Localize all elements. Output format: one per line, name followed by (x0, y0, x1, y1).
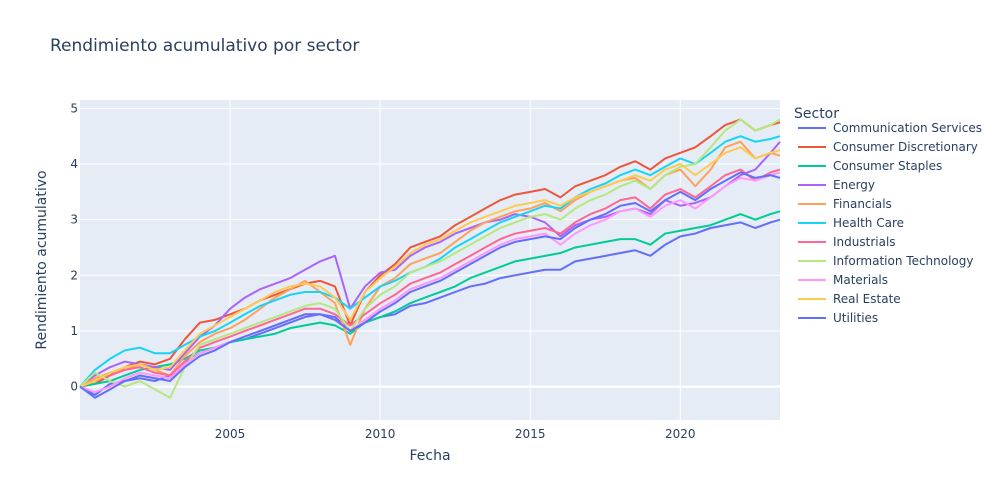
y-tick-label: 5 (70, 101, 78, 115)
x-axis-ticks: 2005 2010 2015 2020 (215, 427, 696, 441)
legend-item[interactable]: Financials (798, 197, 892, 211)
legend-item[interactable]: Utilities (798, 311, 878, 325)
plot-area (80, 100, 780, 420)
legend-item[interactable]: Consumer Discretionary (798, 140, 978, 154)
y-axis-title: Rendimiento acumulativo (34, 170, 50, 349)
legend-item[interactable]: Consumer Staples (798, 159, 942, 173)
y-tick-label: 2 (70, 268, 78, 282)
x-tick-label: 2020 (665, 427, 696, 441)
legend-item[interactable]: Communication Services (798, 121, 982, 135)
legend-item[interactable]: Materials (798, 273, 888, 287)
y-tick-label: 1 (70, 324, 78, 338)
x-tick-label: 2015 (515, 427, 546, 441)
y-tick-label: 3 (70, 213, 78, 227)
legend-item[interactable]: Health Care (798, 216, 904, 230)
legend-item[interactable]: Industrials (798, 235, 896, 249)
series-line-3 (79, 141, 781, 388)
x-tick-label: 2005 (215, 427, 246, 441)
legend-label: Materials (833, 273, 888, 287)
legend-item[interactable]: Information Technology (798, 254, 974, 268)
x-tick-label: 2010 (365, 427, 396, 441)
series-lines (79, 118, 781, 399)
legend: Sector Communication Services Consumer Di… (794, 106, 982, 325)
legend-label: Consumer Discretionary (833, 140, 978, 154)
chart-title: Rendimiento acumulativo por sector (50, 36, 359, 56)
legend-label: Energy (833, 178, 875, 192)
series-line-1 (79, 118, 781, 388)
legend-label: Health Care (833, 216, 904, 230)
y-tick-label: 4 (70, 157, 78, 171)
series-line-2 (79, 210, 781, 388)
legend-items: Communication Services Consumer Discretio… (798, 121, 982, 325)
series-line-9 (79, 146, 781, 388)
legend-item[interactable]: Energy (798, 178, 875, 192)
series-line-8 (79, 171, 781, 394)
y-gridlines (80, 107, 780, 388)
legend-label: Information Technology (833, 254, 974, 268)
y-tick-label: 0 (70, 380, 78, 394)
series-line-7 (79, 118, 781, 399)
legend-label: Communication Services (833, 121, 982, 135)
legend-title: Sector (794, 106, 839, 122)
legend-label: Real Estate (833, 292, 901, 306)
legend-label: Utilities (833, 311, 878, 325)
y-axis-ticks: 0 1 2 3 4 5 (70, 101, 78, 393)
series-line-10 (79, 171, 781, 399)
legend-item[interactable]: Real Estate (798, 292, 901, 306)
legend-label: Financials (833, 197, 892, 211)
legend-label: Consumer Staples (833, 159, 942, 173)
x-axis-title: Fecha (409, 448, 450, 464)
legend-label: Industrials (833, 235, 896, 249)
